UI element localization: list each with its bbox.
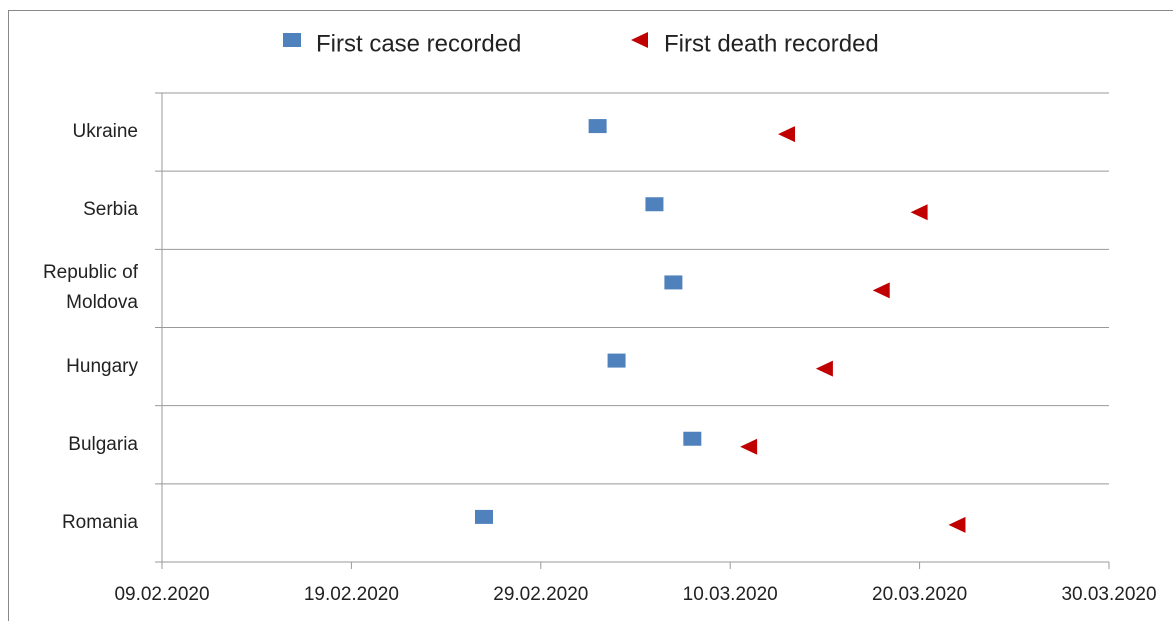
- marker-triangle: [948, 516, 966, 533]
- marker-triangle: [740, 438, 758, 455]
- x-tick-label: 19.02.2020: [304, 584, 399, 605]
- y-tick-label: Romania: [61, 511, 138, 533]
- y-category: Serbia: [83, 199, 138, 221]
- marker-square: [683, 431, 702, 446]
- marker-triangle: [631, 32, 648, 48]
- marker-triangle: [910, 204, 928, 221]
- chart-frame: [8, 10, 1173, 621]
- y-tick-label: Hungary: [66, 355, 138, 377]
- y-category: Romania: [61, 511, 138, 533]
- marker-square: [474, 509, 493, 524]
- marker-square: [645, 197, 664, 212]
- x-tick-label: 09.02.2020: [114, 584, 209, 605]
- x-tick-label: 29.02.2020: [493, 584, 588, 605]
- marker-triangle: [815, 360, 833, 377]
- marker-triangle: [778, 126, 796, 143]
- legend-label: First death recorded: [664, 30, 879, 57]
- y-category: Ukraine: [72, 121, 138, 143]
- marker-triangle: [872, 282, 890, 299]
- marker-square: [283, 33, 301, 47]
- y-tick-label: Republic of Moldova: [42, 262, 138, 314]
- x-tick-label: 30.03.2020: [1061, 584, 1156, 605]
- x-tick-label: 10.03.2020: [683, 584, 778, 605]
- x-tick-label: 20.03.2020: [872, 584, 967, 605]
- marker-square: [588, 119, 607, 134]
- y-tick-label: Serbia: [83, 199, 138, 221]
- legend-label: First case recorded: [316, 30, 521, 57]
- y-tick-label: Bulgaria: [68, 433, 138, 455]
- y-category: Hungary: [66, 355, 138, 377]
- marker-square: [607, 353, 626, 368]
- y-tick-label: Ukraine: [72, 121, 138, 143]
- marker-square: [664, 275, 683, 290]
- y-category: Bulgaria: [68, 433, 138, 455]
- y-category: Republic of Moldova: [42, 262, 138, 314]
